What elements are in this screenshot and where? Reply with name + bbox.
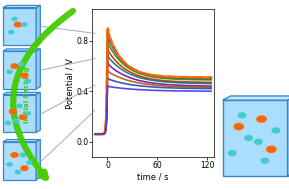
Text: Initial Packing: Initial Packing bbox=[25, 66, 30, 123]
X-axis label: time / s: time / s bbox=[138, 172, 169, 181]
Y-axis label: Potential / V: Potential / V bbox=[65, 58, 74, 109]
